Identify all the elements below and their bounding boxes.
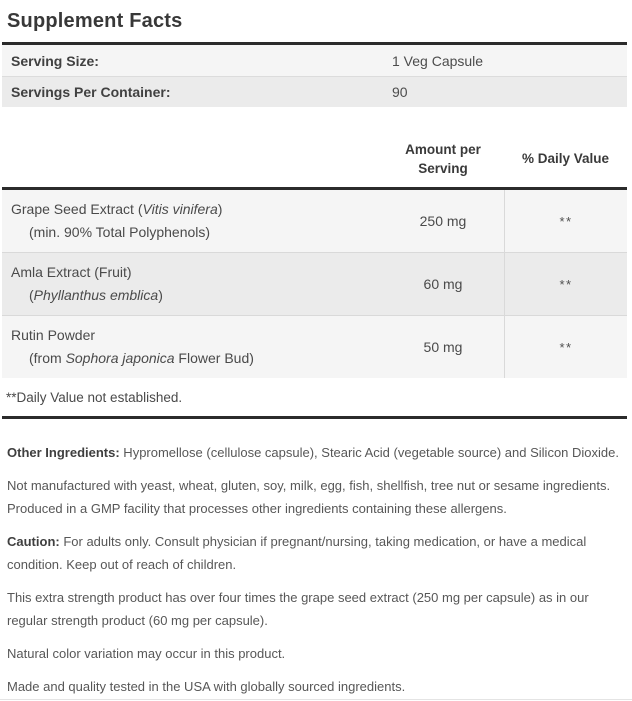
ingredient-name-segment: (from [29, 350, 66, 366]
ingredient-daily-value: ** [504, 190, 627, 252]
ingredient-name-segment: Grape Seed Extract ( [11, 201, 143, 217]
bottom-divider [0, 699, 632, 700]
ingredient-amount: 250 mg [419, 213, 467, 229]
ingredient-name-line1: Grape Seed Extract (Vitis vinifera) [11, 198, 382, 221]
ingredient-name-segment: (min. 90% Total Polyphenols) [29, 224, 211, 240]
serving-info-section: Serving Size: 1 Veg Capsule Servings Per… [2, 45, 627, 107]
info-paragraph: Other Ingredients: Hypromellose (cellulo… [7, 445, 619, 460]
ingredient-name-line2: (Phyllanthus emblica) [11, 284, 382, 307]
info-paragraph: Natural color variation may occur in thi… [7, 646, 286, 661]
ingredient-name-segment: Phyllanthus emblica [33, 287, 159, 303]
column-header-amount: Amount per Serving [382, 140, 504, 178]
info-paragraph: This extra strength product has over fou… [7, 590, 589, 628]
serving-row: Servings Per Container: 90 [2, 76, 627, 107]
serving-label: Serving Size: [11, 52, 99, 69]
ingredient-name-segment: Sophora japonica [65, 350, 175, 366]
paragraph-lead: Caution: [7, 534, 60, 549]
info-paragraph: Made and quality tested in the USA with … [7, 679, 406, 694]
column-header-row: Amount per Serving % Daily Value [2, 130, 627, 187]
ingredient-daily-value: ** [504, 316, 627, 378]
info-paragraphs: Other Ingredients: Hypromellose (cellulo… [7, 441, 627, 698]
ingredient-name-segment: ( [29, 287, 34, 303]
serving-value: 90 [392, 84, 408, 100]
ingredient-name-segment: Amla Extract (Fruit) [11, 264, 132, 280]
info-paragraph: Caution: For adults only. Consult physic… [7, 534, 587, 572]
column-header-amount-line1: Amount per [405, 141, 481, 157]
column-header-amount-line2: Serving [418, 160, 468, 176]
ingredient-daily-value: ** [504, 253, 627, 315]
ingredient-name: Rutin Powder (from Sophora japonica Flow… [2, 316, 382, 378]
thick-rule-top [2, 42, 627, 45]
ingredient-amount: 60 mg [423, 276, 463, 292]
page-title: Supplement Facts [7, 10, 183, 32]
ingredient-name-line2: (min. 90% Total Polyphenols) [11, 221, 382, 244]
ingredient-name-line1: Rutin Powder [11, 324, 382, 347]
info-paragraph: Not manufactured with yeast, wheat, glut… [7, 478, 611, 516]
ingredient-name-segment: ) [217, 201, 223, 217]
ingredient-name: Amla Extract (Fruit) (Phyllanthus emblic… [2, 253, 382, 315]
ingredient-row: Amla Extract (Fruit) (Phyllanthus emblic… [2, 252, 627, 315]
column-header-daily-value: % Daily Value [521, 151, 610, 166]
paragraph-lead: Other Ingredients: [7, 445, 120, 460]
ingredient-name-segment: Flower Bud) [174, 350, 254, 366]
ingredient-name-line1: Amla Extract (Fruit) [11, 261, 382, 284]
serving-row: Serving Size: 1 Veg Capsule [2, 45, 627, 76]
serving-label: Servings Per Container: [11, 84, 171, 100]
ingredient-name-segment: ) [158, 287, 163, 303]
ingredient-row: Grape Seed Extract (Vitis vinifera) (min… [2, 190, 627, 252]
ingredient-amount: 50 mg [423, 339, 463, 355]
ingredients-section: Grape Seed Extract (Vitis vinifera) (min… [2, 190, 627, 378]
thick-rule-middle [2, 187, 627, 190]
serving-value: 1 Veg Capsule [392, 52, 484, 69]
ingredient-row: Rutin Powder (from Sophora japonica Flow… [2, 315, 627, 378]
ingredient-name-line2: (from Sophora japonica Flower Bud) [11, 347, 382, 370]
footnote: **Daily Value not established. [2, 378, 627, 416]
ingredient-name: Grape Seed Extract (Vitis vinifera) (min… [2, 190, 382, 252]
thick-rule-bottom [2, 416, 627, 419]
ingredient-name-segment: Rutin Powder [11, 327, 96, 343]
ingredient-name-segment: Vitis vinifera [142, 201, 218, 217]
